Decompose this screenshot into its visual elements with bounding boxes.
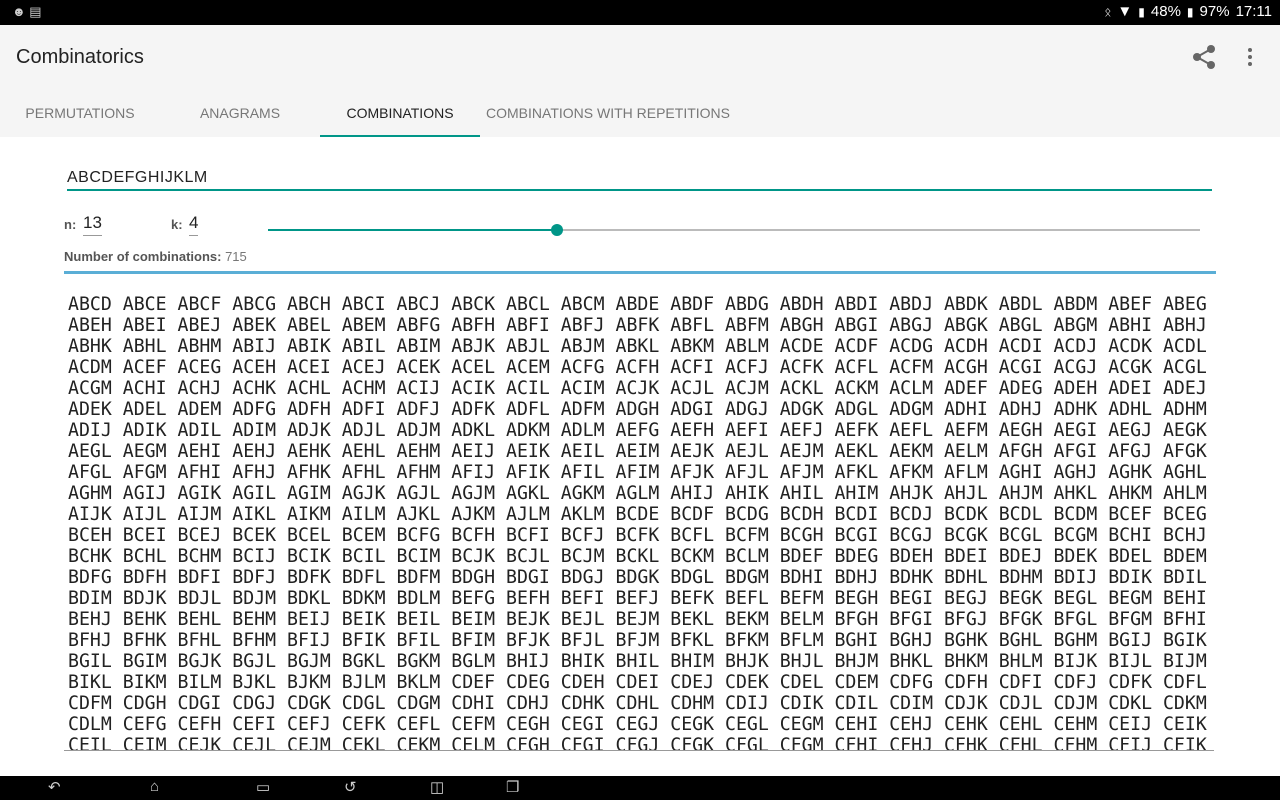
result-row: ABEH ABEI ABEJ ABEK ABEL ABEM ABFG ABFH … <box>68 315 1207 336</box>
home-icon[interactable]: ⌂ <box>150 778 160 795</box>
k-field[interactable]: 4 <box>189 213 199 236</box>
list-bottom-divider <box>64 750 1214 751</box>
letters-input[interactable] <box>67 166 1212 191</box>
n-field[interactable]: 13 <box>83 213 102 236</box>
battery-percent-2: 97% <box>1199 3 1230 20</box>
result-row: AEGL AEGM AEHI AEHJ AEHK AEHL AEHM AEIJ … <box>68 441 1207 462</box>
app-title: Combinatorics <box>16 46 144 68</box>
result-row: BGIL BGIM BGJK BGJL BGJM BGKL BGKM BGLM … <box>68 651 1207 672</box>
tab-combinations[interactable]: COMBINATIONS <box>320 105 480 137</box>
rotate-icon[interactable]: ↺ <box>344 779 357 796</box>
result-row: ADIJ ADIK ADIL ADIM ADJK ADJL ADJM ADKL … <box>68 420 1207 441</box>
slider-thumb[interactable] <box>550 224 563 236</box>
result-row: BDIM BDJK BDJL BDJM BDKL BDKM BDLM BEFG … <box>68 588 1207 609</box>
result-row: CDLM CEFG CEFH CEFI CEFJ CEFK CEFL CEFM … <box>68 714 1207 735</box>
recents-icon[interactable]: ▭ <box>256 779 271 796</box>
k-label: k: <box>171 217 183 232</box>
k-slider[interactable] <box>268 224 1200 236</box>
clock: 17:11 <box>1235 3 1272 20</box>
result-row: BIKL BIKM BILM BJKL BJKM BJLM BKLM CDEF … <box>68 672 1207 693</box>
battery-icon-2: ▮ <box>1186 4 1194 19</box>
result-row: AFGL AFGM AFHI AFHJ AFHK AFHL AFHM AFIJ … <box>68 462 1207 483</box>
more-vert-icon[interactable] <box>1240 45 1260 75</box>
separator <box>64 271 1216 274</box>
tab-anagrams[interactable]: ANAGRAMS <box>199 105 281 121</box>
tab-combinations-with-repetitions[interactable]: COMBINATIONS WITH REPETITIONS <box>486 105 730 121</box>
results-list[interactable]: ABCD ABCE ABCF ABCG ABCH ABCI ABCJ ABCK … <box>68 294 1207 750</box>
app-bar: Combinatorics PERMUTATIONS ANAGRAMS COMB… <box>0 25 1280 137</box>
battery-percent-1: 48% <box>1150 3 1181 20</box>
split-screen-icon[interactable]: ◫ <box>430 779 445 796</box>
result-row: BFHJ BFHK BFHL BFHM BFIJ BFIK BFIL BFIM … <box>68 630 1207 651</box>
share-icon[interactable] <box>1190 43 1218 77</box>
tab-permutations[interactable]: PERMUTATIONS <box>25 105 135 121</box>
result-row: CDFM CDGH CDGI CDGJ CDGK CDGL CDGM CDHI … <box>68 693 1207 714</box>
result-row: ACGM ACHI ACHJ ACHK ACHL ACHM ACIJ ACIK … <box>68 378 1207 399</box>
result-row: ABCD ABCE ABCF ABCG ABCH ABCI ABCJ ABCK … <box>68 294 1207 315</box>
result-row: ADEK ADEL ADEM ADFG ADFH ADFI ADFJ ADFK … <box>68 399 1207 420</box>
result-row: ACDM ACEF ACEG ACEH ACEI ACEJ ACEK ACEL … <box>68 357 1207 378</box>
result-row: AIJK AIJL AIJM AIKL AIKM AILM AJKL AJKM … <box>68 504 1207 525</box>
navigation-bar: ↶ ⌂ ▭ ↺ ◫ ❐ <box>0 776 1280 800</box>
result-row: BCEH BCEI BCEJ BCEK BCEL BCEM BCFG BCFH … <box>68 525 1207 546</box>
result-row: BCHK BCHL BCHM BCIJ BCIK BCIL BCIM BCJK … <box>68 546 1207 567</box>
back-icon[interactable]: ↶ <box>48 779 61 796</box>
count-label: Number of combinations: <box>64 249 222 264</box>
result-row: BEHJ BEHK BEHL BEHM BEIJ BEIK BEIL BEIM … <box>68 609 1207 630</box>
bluetooth-icon: ᛟ <box>1104 4 1112 19</box>
wifi-icon: ▼ <box>1117 3 1133 20</box>
count-value: 715 <box>225 249 247 264</box>
result-row: BDFG BDFH BDFI BDFJ BDFK BDFL BDFM BDGH … <box>68 567 1207 588</box>
result-row: ABHK ABHL ABHM ABIJ ABIK ABIL ABIM ABJK … <box>68 336 1207 357</box>
n-label: n: <box>64 217 77 232</box>
status-bar: ☻ ▤ ᛟ ▼ ▮ 48% ▮ 97% 17:11 <box>0 0 1280 25</box>
content: n: 13 k: 4 Number of combinations: 715 A… <box>0 137 1280 776</box>
battery-icon: ▮ <box>1138 4 1145 19</box>
result-row: CEIL CEIM CEJK CEJL CEJM CEKL CEKM CELM … <box>68 735 1207 750</box>
notification-icons: ☻ ▤ <box>12 4 42 19</box>
combinations-count: Number of combinations: 715 <box>64 249 247 264</box>
slider-fill <box>268 229 557 231</box>
multiwindow-icon[interactable]: ❐ <box>506 779 520 796</box>
result-row: AGHM AGIJ AGIK AGIL AGIM AGJK AGJL AGJM … <box>68 483 1207 504</box>
